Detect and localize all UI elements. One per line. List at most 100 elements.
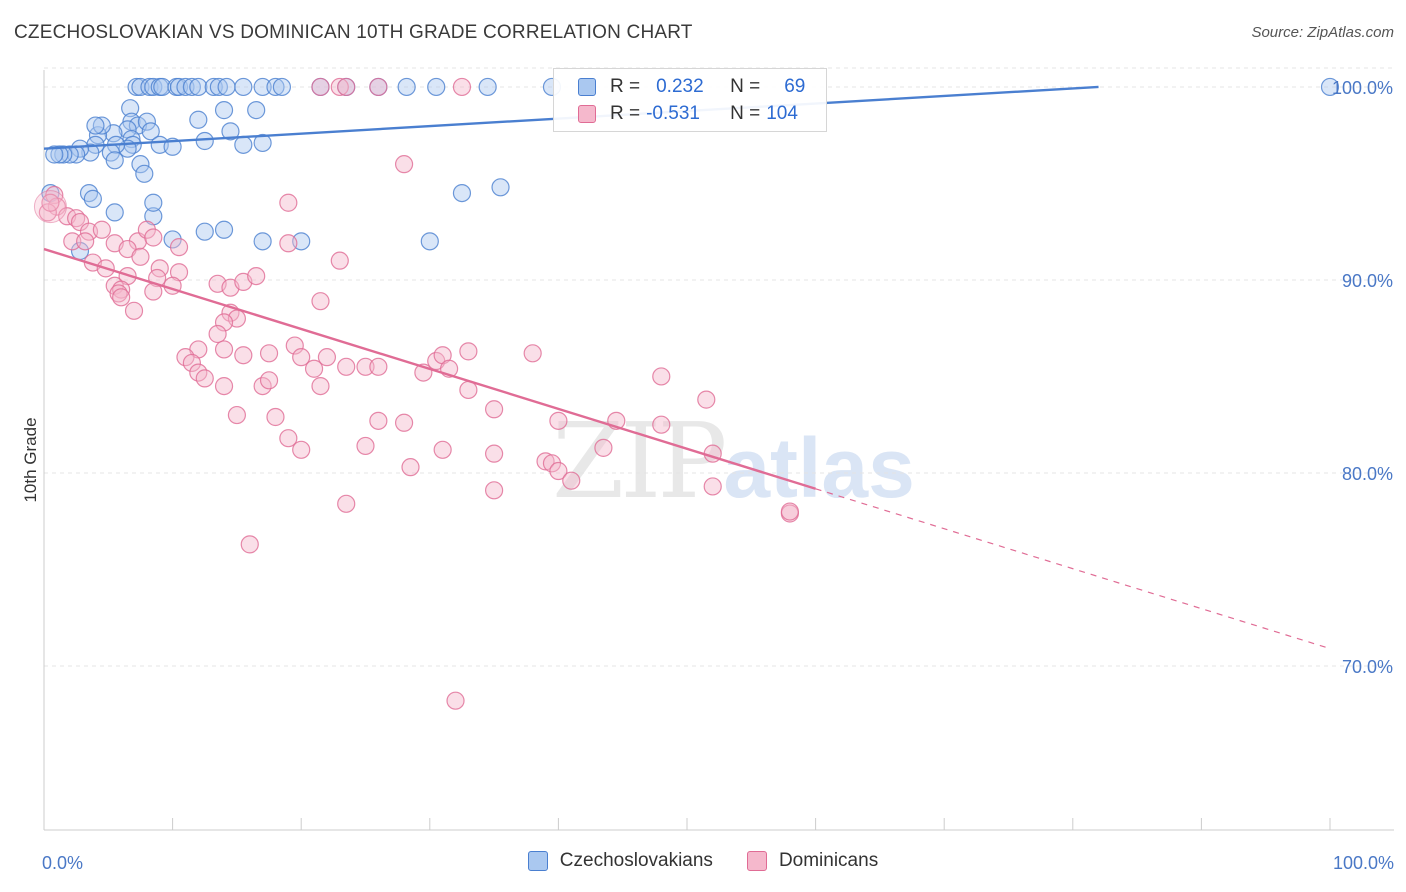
czechoslovakian-point: [135, 164, 154, 183]
czechoslovakian-point: [204, 77, 223, 97]
dominican-point: [214, 340, 234, 359]
dominican-point: [562, 471, 581, 490]
czechoslovakian-point: [105, 151, 124, 170]
dominican-point: [337, 77, 356, 97]
czechoslovakian-point: [105, 203, 124, 222]
tick-labels: 100.0% 90.0% 80.0% 70.0% 0.0% 100.0%: [42, 78, 1394, 873]
correlation-legend: R = 0.232 N = 69 R = -0.531 N = 104: [553, 68, 827, 132]
dominican-point: [208, 324, 227, 344]
czechoslovakian-point: [234, 135, 253, 154]
legend-r-label: R =: [610, 103, 641, 124]
legend-label: Czechoslovakians: [559, 850, 713, 871]
dominican-point: [452, 77, 472, 97]
dominican-point: [330, 251, 349, 270]
legend-n-value: 104: [766, 103, 798, 124]
dominican-point: [356, 357, 375, 376]
czechoslovakian-point: [137, 112, 156, 131]
dominican-point: [279, 429, 298, 448]
czechoslovakian-point: [217, 77, 236, 97]
dominican-point: [266, 407, 285, 427]
legend-item-czechoslovakians: Czechoslovakians: [527, 850, 713, 872]
legend-swatch-blue: [527, 851, 548, 871]
dominican-point: [214, 377, 234, 396]
trend-line-solid: [43, 247, 816, 490]
czechoslovakian-point: [266, 77, 285, 97]
czechoslovakian-point: [234, 77, 253, 97]
dominican-point: [259, 371, 279, 390]
dominican-point: [394, 413, 414, 432]
czechoslovakian-point: [397, 77, 416, 97]
dominican-point: [41, 193, 60, 212]
czechoslovakian-point: [195, 222, 214, 241]
czechoslovakian-point: [420, 232, 439, 251]
legend-swatch-pink: [746, 851, 767, 871]
grid-lines: [44, 67, 1394, 667]
czechoslovakian-point: [427, 77, 446, 97]
czechoslovakian-point: [209, 77, 228, 97]
dominican-point: [433, 440, 452, 459]
dominican-point: [234, 346, 253, 365]
czechoslovakian-point: [195, 131, 214, 151]
dominican-point: [304, 359, 324, 378]
chart-title: CZECHOSLOVAKIAN VS DOMINICAN 10TH GRADE …: [14, 22, 693, 43]
czechoslovakian-point: [253, 133, 272, 153]
dominican-point: [523, 344, 542, 363]
dominican-point: [92, 220, 111, 239]
dominican-point: [549, 411, 568, 430]
x-tick-label-min: 0.0%: [42, 853, 83, 873]
dominican-point: [279, 234, 298, 253]
czechoslovakian-point: [60, 145, 79, 164]
czechoslovakian-point: [189, 110, 208, 129]
dominican-point: [63, 232, 82, 251]
y-tick-label: 100.0%: [1332, 78, 1393, 98]
y-tick-label: 70.0%: [1342, 657, 1393, 677]
dominican-point: [292, 348, 311, 367]
dominican-point: [144, 228, 163, 247]
czechoslovakian-point: [92, 116, 111, 135]
czechoslovakian-point: [169, 77, 189, 97]
czechoslovakian-point: [491, 178, 510, 197]
dominican-point: [247, 266, 266, 286]
dominican-point: [240, 535, 259, 554]
legend-n-label: N =: [730, 76, 761, 97]
y-axis-label: 10th Grade: [21, 417, 40, 502]
dominican-point: [485, 400, 504, 419]
dominican-point: [124, 301, 144, 320]
dominican-point: [356, 436, 375, 456]
dominican-point: [652, 415, 671, 434]
czechoslovakian-points: [41, 77, 1340, 261]
legend-item-dominicans: Dominicans: [746, 850, 879, 872]
dominican-point: [337, 494, 356, 513]
czechoslovakian-point: [176, 77, 195, 97]
trend-lines: [43, 85, 1331, 650]
czechoslovakian-point: [253, 77, 272, 97]
dominican-point: [259, 344, 279, 363]
czechoslovakian-point: [189, 77, 208, 97]
legend-r-value: -0.531: [646, 103, 700, 124]
czechoslovakian-point: [141, 122, 160, 141]
dominican-point: [285, 336, 304, 355]
dominican-point: [549, 461, 568, 481]
dominican-point: [394, 155, 414, 174]
dominican-point: [227, 405, 246, 425]
dominican-point: [369, 411, 388, 430]
dominican-point: [536, 452, 555, 471]
dominican-point: [311, 77, 330, 97]
dominican-point: [311, 292, 330, 311]
legend-swatch-blue: [578, 78, 596, 96]
czechoslovakian-point: [478, 77, 497, 97]
dominican-point: [780, 502, 799, 521]
trend-line-dashed: [815, 488, 1331, 650]
dominican-point: [76, 232, 95, 251]
legend-swatch-pink: [578, 105, 596, 123]
dominican-point: [337, 357, 356, 376]
dominican-point: [112, 288, 131, 307]
dominican-point: [195, 369, 214, 388]
watermark-zip: ZIP: [552, 400, 727, 522]
dominican-point: [214, 313, 234, 332]
czechoslovakian-point: [221, 122, 240, 141]
czechoslovakian-point: [86, 116, 105, 135]
legend-label: Dominicans: [778, 850, 879, 871]
czechoslovakian-point: [140, 77, 159, 97]
dominican-point: [652, 367, 671, 386]
